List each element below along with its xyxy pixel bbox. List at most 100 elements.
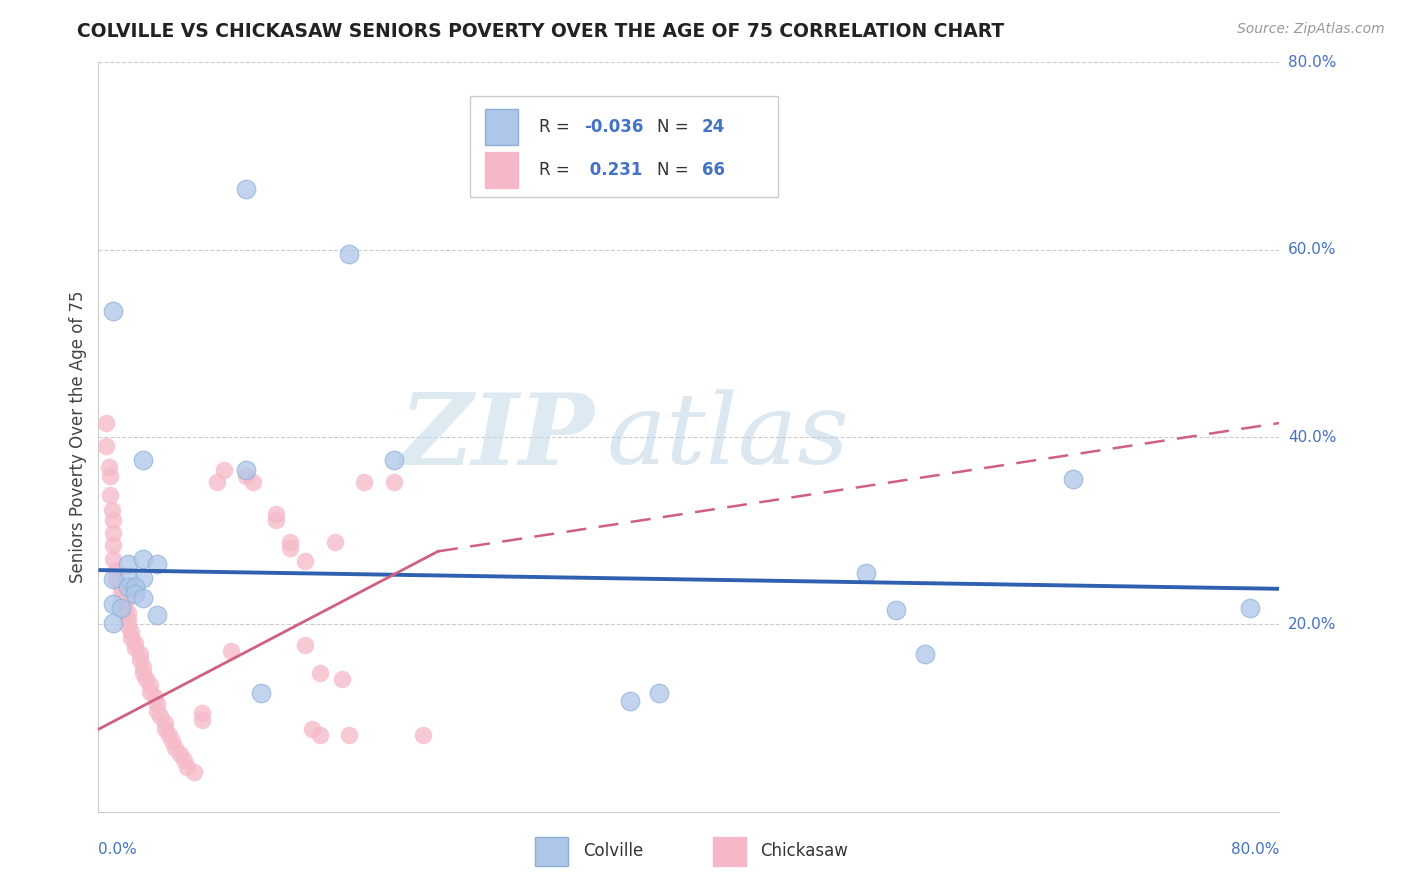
Text: 66: 66 [702, 161, 725, 179]
FancyBboxPatch shape [471, 96, 778, 197]
Text: -0.036: -0.036 [583, 118, 643, 136]
Point [120, 624, 142, 639]
Text: 80.0%: 80.0% [1288, 55, 1336, 70]
Point [648, 686, 671, 700]
Point [124, 580, 146, 594]
Point [146, 704, 169, 718]
Point [94, 416, 117, 430]
Point [309, 728, 332, 742]
Point [135, 672, 157, 686]
Point [117, 606, 139, 620]
Point [162, 734, 183, 748]
Point [153, 715, 176, 730]
Point [264, 512, 287, 526]
Point [619, 694, 641, 708]
Point [120, 631, 142, 645]
Point [294, 638, 316, 652]
Point [235, 469, 257, 483]
Point [146, 557, 169, 571]
Text: 20.0%: 20.0% [1288, 617, 1336, 632]
Point [105, 563, 128, 577]
Point [264, 507, 287, 521]
Point [100, 503, 122, 517]
Text: 40.0%: 40.0% [1288, 430, 1336, 444]
Point [139, 685, 162, 699]
Point [124, 636, 146, 650]
Point [301, 723, 323, 737]
Point [124, 640, 146, 655]
Point [309, 666, 332, 681]
Point [132, 659, 155, 673]
Text: 24: 24 [702, 118, 725, 136]
Point [235, 463, 257, 477]
Point [103, 303, 125, 318]
Point [176, 760, 198, 774]
Point [132, 453, 155, 467]
Point [98, 469, 121, 483]
Point [323, 535, 346, 549]
Point [139, 678, 162, 692]
Point [128, 648, 150, 662]
Point [212, 463, 235, 477]
Point [132, 551, 155, 566]
Text: R =: R = [538, 118, 575, 136]
Point [149, 709, 172, 723]
Text: 60.0%: 60.0% [1288, 243, 1336, 257]
Point [412, 728, 434, 742]
Point [165, 741, 187, 756]
Point [382, 475, 405, 489]
Y-axis label: Seniors Poverty Over the Age of 75: Seniors Poverty Over the Age of 75 [69, 291, 87, 583]
Text: R =: R = [538, 161, 575, 179]
Point [157, 728, 180, 742]
Point [169, 747, 191, 761]
Text: N =: N = [657, 118, 695, 136]
Point [250, 686, 273, 700]
Point [183, 765, 205, 780]
Text: Colville: Colville [582, 842, 643, 861]
Point [98, 488, 121, 502]
Text: atlas: atlas [606, 390, 849, 484]
Point [353, 475, 375, 489]
Point [103, 512, 125, 526]
Point [117, 580, 139, 594]
Point [94, 440, 117, 453]
Point [914, 648, 936, 662]
Point [114, 600, 136, 615]
Point [143, 690, 166, 705]
Point [103, 525, 125, 540]
Point [114, 594, 136, 608]
Point [132, 591, 155, 606]
Text: 0.0%: 0.0% [98, 842, 138, 857]
Point [132, 571, 155, 585]
Point [117, 619, 139, 633]
Point [153, 723, 176, 737]
Point [855, 566, 877, 580]
Point [103, 573, 125, 587]
Point [103, 538, 125, 552]
FancyBboxPatch shape [485, 153, 517, 188]
Point [103, 615, 125, 630]
Point [191, 706, 214, 721]
Point [110, 600, 132, 615]
Point [191, 713, 214, 727]
Point [105, 573, 128, 587]
FancyBboxPatch shape [713, 838, 745, 865]
FancyBboxPatch shape [536, 838, 568, 865]
Point [124, 587, 146, 601]
Point [146, 697, 169, 711]
Point [235, 182, 257, 196]
Text: Chickasaw: Chickasaw [759, 842, 848, 861]
Point [173, 753, 195, 767]
Text: 80.0%: 80.0% [1232, 842, 1279, 857]
Point [146, 608, 169, 623]
Point [339, 728, 361, 742]
Point [97, 460, 120, 475]
Point [117, 613, 139, 627]
Point [205, 475, 228, 489]
Point [221, 643, 243, 657]
Point [103, 551, 125, 566]
Point [117, 557, 139, 571]
Text: COLVILLE VS CHICKASAW SENIORS POVERTY OVER THE AGE OF 75 CORRELATION CHART: COLVILLE VS CHICKASAW SENIORS POVERTY OV… [77, 22, 1004, 41]
Text: N =: N = [657, 161, 695, 179]
Point [330, 672, 353, 686]
